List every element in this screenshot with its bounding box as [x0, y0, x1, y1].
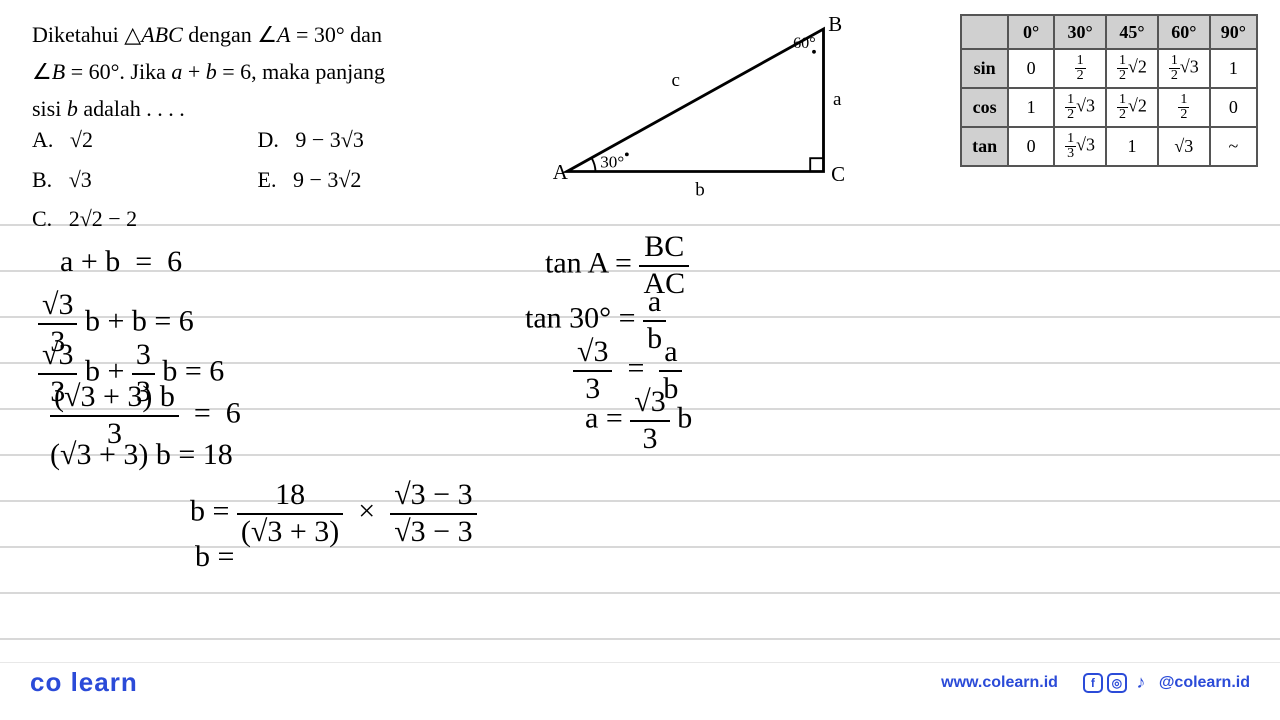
hw-left-5: (√3 + 3) b = 18 [50, 438, 233, 473]
col-90: 90° [1210, 15, 1257, 49]
option-c: C. 2√2 − 2 [32, 199, 252, 239]
hw-right-4: a = √33 b [585, 385, 692, 456]
question-line2: ∠B = 60°. Jika a + b = 6, maka panjang [32, 55, 512, 88]
vertex-a: A [553, 160, 568, 184]
col-0: 0° [1008, 15, 1054, 49]
footer: co learn www.colearn.id f ◎ ♪ @colearn.i… [0, 662, 1280, 702]
col-60: 60° [1158, 15, 1210, 49]
social-icons: f ◎ ♪ [1083, 673, 1151, 693]
hw-left-7: b = [195, 540, 234, 575]
brand-logo: co learn [30, 667, 138, 698]
vertex-b: B [828, 12, 842, 36]
option-a: A. √2 [32, 120, 252, 160]
triangle-diagram: A B C 30° 60° c a b [540, 10, 860, 200]
question-text: Diketahui △ABC dengan ∠A = 30° dan ∠B = … [32, 18, 512, 129]
instagram-icon: ◎ [1107, 673, 1127, 693]
tiktok-icon: ♪ [1131, 673, 1151, 693]
option-b: B. √3 [32, 160, 252, 200]
angle-b: 60° [793, 35, 816, 52]
footer-url: www.colearn.id [941, 674, 1058, 692]
footer-handle: @colearn.id [1159, 674, 1250, 692]
option-d: D. 9 − 3√3 [258, 120, 364, 160]
side-a: a [833, 89, 842, 110]
hw-left-1: a + b = 6 [60, 245, 182, 280]
col-45: 45° [1106, 15, 1158, 49]
row-sin: sin 0 12 12√2 12√3 1 [961, 49, 1257, 88]
hw-left-6: b = 18(√3 + 3) × √3 − 3√3 − 3 [190, 478, 477, 549]
option-e: E. 9 − 3√2 [258, 160, 364, 200]
angle-a: 30° [600, 153, 624, 172]
question-line1: Diketahui △ABC dengan ∠A = 30° dan [32, 18, 512, 51]
row-tan: tan 0 13√3 1 √3 ~ [961, 127, 1257, 166]
options: A. √2 B. √3 C. 2√2 − 2 D. 9 − 3√3 E. 9 −… [32, 120, 364, 239]
vertex-c: C [831, 162, 845, 186]
side-c: c [672, 70, 680, 91]
side-b: b [695, 179, 705, 200]
table-corner [961, 15, 1008, 49]
facebook-icon: f [1083, 673, 1103, 693]
col-30: 30° [1054, 15, 1106, 49]
trig-table: 0° 30° 45° 60° 90° sin 0 12 12√2 12√3 1 … [960, 14, 1258, 167]
row-cos: cos 1 12√3 12√2 12 0 [961, 88, 1257, 127]
